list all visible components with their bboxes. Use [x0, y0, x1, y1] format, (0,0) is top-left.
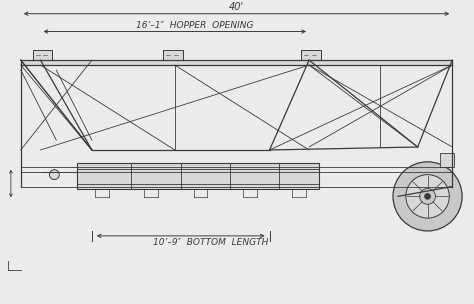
Bar: [163, 50, 182, 60]
Bar: [77, 163, 319, 189]
Text: 16’–1″  HOPPER  OPENING: 16’–1″ HOPPER OPENING: [136, 20, 253, 29]
Circle shape: [49, 170, 59, 180]
Text: 10’–9″  BOTTOM  LENGTH: 10’–9″ BOTTOM LENGTH: [153, 238, 268, 247]
Circle shape: [406, 175, 449, 218]
Text: 40': 40': [229, 2, 244, 12]
Circle shape: [425, 193, 430, 199]
Circle shape: [419, 188, 436, 204]
Circle shape: [393, 162, 462, 231]
Bar: [440, 153, 454, 167]
Bar: [301, 50, 321, 60]
Bar: [33, 50, 52, 60]
Bar: [21, 60, 452, 65]
